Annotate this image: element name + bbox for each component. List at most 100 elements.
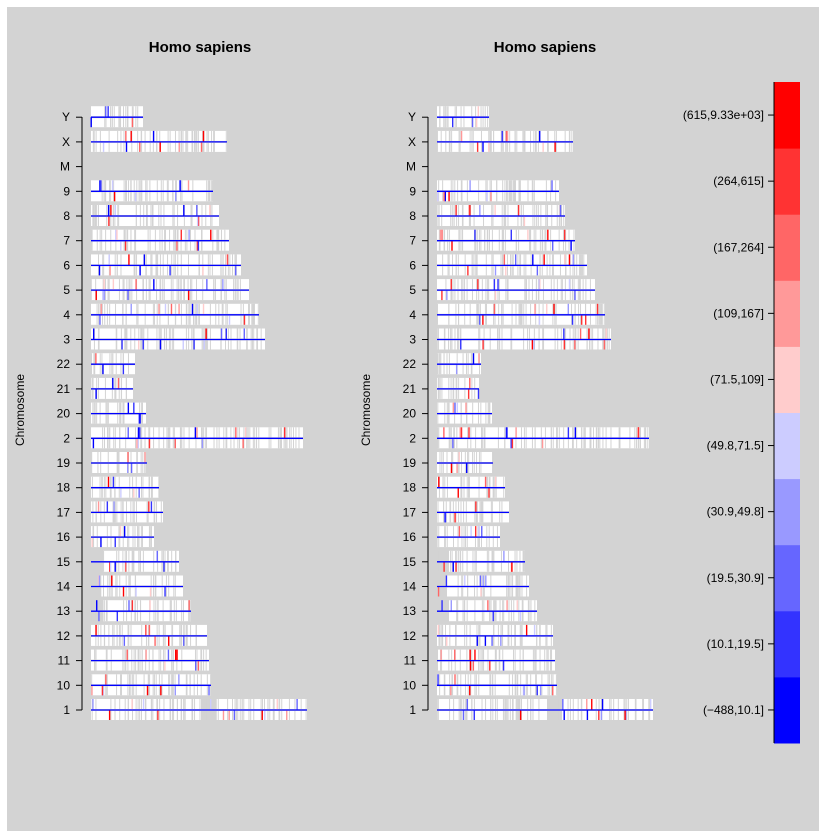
y-tick-label: 20 (403, 407, 417, 421)
y-axis-ticks: 1 10 11 12 13 14 15 16 17 18 19 2 20 21 22 3 4 5 6 7 8 9 MXY (403, 110, 428, 717)
chromosome-track (91, 624, 207, 646)
track-band-lower (437, 414, 492, 424)
chromosome-track (437, 254, 587, 276)
y-tick-label: 13 (403, 604, 417, 618)
track-band-upper (91, 674, 211, 685)
legend-label: (71.5,109] (710, 372, 764, 386)
y-tick-label: X (408, 135, 416, 149)
chromosome-track (437, 377, 480, 399)
track-band-lower (91, 661, 209, 671)
chromosome-track (91, 649, 209, 671)
legend-swatch (774, 544, 800, 612)
chromosome-panel-right: Homo sapiens Chromosome 1101112131415161… (359, 39, 653, 720)
chromosome-track (91, 526, 154, 548)
y-tick-label: Y (62, 110, 70, 124)
chromosome-track (91, 303, 259, 325)
y-tick-label: 18 (403, 481, 417, 495)
track-band-upper (91, 328, 265, 339)
track-band-upper (103, 600, 191, 611)
legend-label: (264,615] (713, 174, 764, 188)
chromosome-track (91, 205, 219, 226)
color-legend: (−488,10.1] (10.1,19.5] (19.5,30.9] (30.9,4… (683, 82, 800, 744)
y-tick-label: M (406, 160, 416, 174)
track-band-lower (437, 291, 595, 301)
track-band-lower (91, 439, 303, 449)
chromosome-track (91, 180, 213, 202)
track-band-lower (447, 587, 529, 597)
chromosome-track (90, 353, 135, 375)
y-tick-label: 9 (409, 184, 416, 198)
y-tick-label: 20 (57, 407, 71, 421)
chromosome-track (91, 452, 147, 473)
y-tick-label: 7 (63, 234, 70, 248)
legend-swatch (774, 214, 800, 281)
track-band-lower (437, 488, 505, 498)
y-tick-label: 6 (63, 258, 70, 272)
track-band-lower (437, 513, 509, 523)
chromosome-track (437, 674, 557, 696)
chromosome-track (91, 254, 241, 276)
legend-label: (19.5,30.9] (707, 571, 764, 585)
track-band-lower (437, 192, 559, 202)
track-band-upper (437, 402, 492, 413)
y-tick-label: 13 (57, 604, 71, 618)
y-tick-label: 8 (63, 209, 70, 223)
chromosome-track (91, 476, 160, 498)
track-band-upper (437, 377, 479, 388)
y-tick-label: 16 (57, 530, 71, 544)
chromosome-track (437, 279, 595, 301)
chromosome-track (90, 600, 191, 622)
y-tick-label: 17 (57, 505, 71, 519)
track-band-lower (437, 118, 489, 128)
legend-swatch (774, 676, 800, 744)
track-band-lower (437, 365, 481, 375)
chromosome-track (91, 501, 163, 523)
panel-title: Homo sapiens (494, 39, 597, 56)
track-band-upper (437, 106, 489, 117)
track-band-lower (91, 217, 219, 226)
legend-label: (10.1,19.5] (707, 637, 764, 651)
track-band-upper (437, 229, 575, 240)
y-tick-label: 19 (403, 456, 417, 470)
legend-swatch (774, 82, 800, 149)
y-axis-ticks: 1 10 11 12 13 14 15 16 17 18 19 2 20 21 22 3 4 5 6 7 8 9 MXY (57, 110, 82, 717)
legend-swatch (774, 478, 800, 546)
chromosome-track (436, 130, 573, 152)
chromosome-track (91, 674, 212, 696)
y-tick-label: 15 (57, 555, 71, 569)
y-tick-label: 15 (403, 555, 417, 569)
track-band-upper (437, 205, 565, 215)
track-band-lower (91, 686, 211, 696)
chromosome-track (91, 377, 133, 399)
y-tick-label: 10 (57, 678, 71, 692)
legend-label: (49.8,71.5] (707, 439, 764, 453)
track-band-upper (91, 180, 213, 191)
y-tick-label: 14 (403, 580, 417, 594)
y-tick-label: 1 (409, 703, 416, 717)
track-band-upper (91, 106, 143, 117)
y-tick-label: 17 (403, 505, 417, 519)
chromosome-tracks (90, 106, 307, 720)
legend-label: (167,264] (713, 240, 764, 254)
chromosome-track (437, 624, 553, 646)
track-band-upper (437, 526, 500, 537)
chromosome-track (437, 205, 565, 226)
y-tick-label: 16 (403, 530, 417, 544)
chromosome-track (437, 328, 611, 350)
track-band-upper (437, 674, 557, 685)
chromosome-track (437, 476, 505, 498)
track-band-lower (91, 118, 143, 128)
y-tick-label: 11 (58, 654, 71, 668)
legend-swatch (774, 280, 800, 347)
track-band-upper (91, 402, 146, 413)
track-band-upper (437, 180, 559, 191)
track-band-lower (91, 340, 265, 350)
chromosome-track (91, 699, 307, 720)
legend-label: (109,167] (713, 306, 764, 320)
y-tick-label: 4 (409, 308, 416, 322)
panel-title: Homo sapiens (149, 39, 252, 56)
track-band-lower (91, 538, 154, 548)
track-band-upper (437, 427, 649, 438)
chromosome-track (437, 501, 509, 523)
